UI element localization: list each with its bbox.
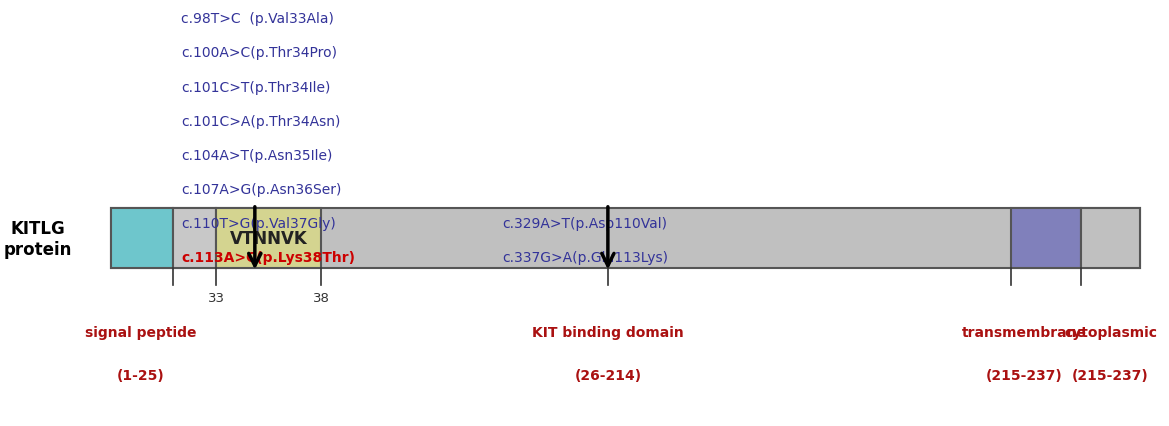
Bar — [173, 209, 216, 268]
Text: VTNNVK: VTNNVK — [230, 230, 307, 248]
Text: (26-214): (26-214) — [574, 368, 642, 382]
Text: c.107A>G(p.Asn36Ser): c.107A>G(p.Asn36Ser) — [181, 183, 341, 196]
Bar — [111, 209, 173, 268]
Text: c.104A>T(p.Asn35Ile): c.104A>T(p.Asn35Ile) — [181, 149, 332, 162]
Text: c.98T>C  (p.Val33Ala): c.98T>C (p.Val33Ala) — [181, 12, 334, 26]
Text: cytoplasmic: cytoplasmic — [1064, 325, 1157, 339]
Text: (1-25): (1-25) — [117, 368, 164, 382]
Bar — [1081, 209, 1140, 268]
Text: KITLG
protein: KITLG protein — [4, 219, 71, 258]
Text: (215-237): (215-237) — [1072, 368, 1149, 382]
Bar — [216, 209, 321, 268]
Text: signal peptide: signal peptide — [84, 325, 196, 339]
Text: c.337G>A(p.Glu113Lys): c.337G>A(p.Glu113Lys) — [503, 251, 669, 265]
Text: c.101C>A(p.Thr34Asn): c.101C>A(p.Thr34Asn) — [181, 115, 340, 128]
Bar — [111, 209, 1140, 268]
Text: 38: 38 — [313, 292, 330, 305]
Text: transmembrane: transmembrane — [962, 325, 1086, 339]
Text: c.113A>C(p.Lys38Thr): c.113A>C(p.Lys38Thr) — [181, 251, 355, 265]
Text: KIT binding domain: KIT binding domain — [532, 325, 684, 339]
Text: c.101C>T(p.Thr34Ile): c.101C>T(p.Thr34Ile) — [181, 81, 331, 94]
Text: c.100A>C(p.Thr34Pro): c.100A>C(p.Thr34Pro) — [181, 46, 337, 60]
Text: c.110T>G(p.Val37Gly): c.110T>G(p.Val37Gly) — [181, 217, 336, 230]
Text: c.329A>T(p.Asp110Val): c.329A>T(p.Asp110Val) — [503, 217, 667, 230]
Text: 33: 33 — [208, 292, 224, 305]
Bar — [1011, 209, 1081, 268]
Text: (215-237): (215-237) — [985, 368, 1063, 382]
